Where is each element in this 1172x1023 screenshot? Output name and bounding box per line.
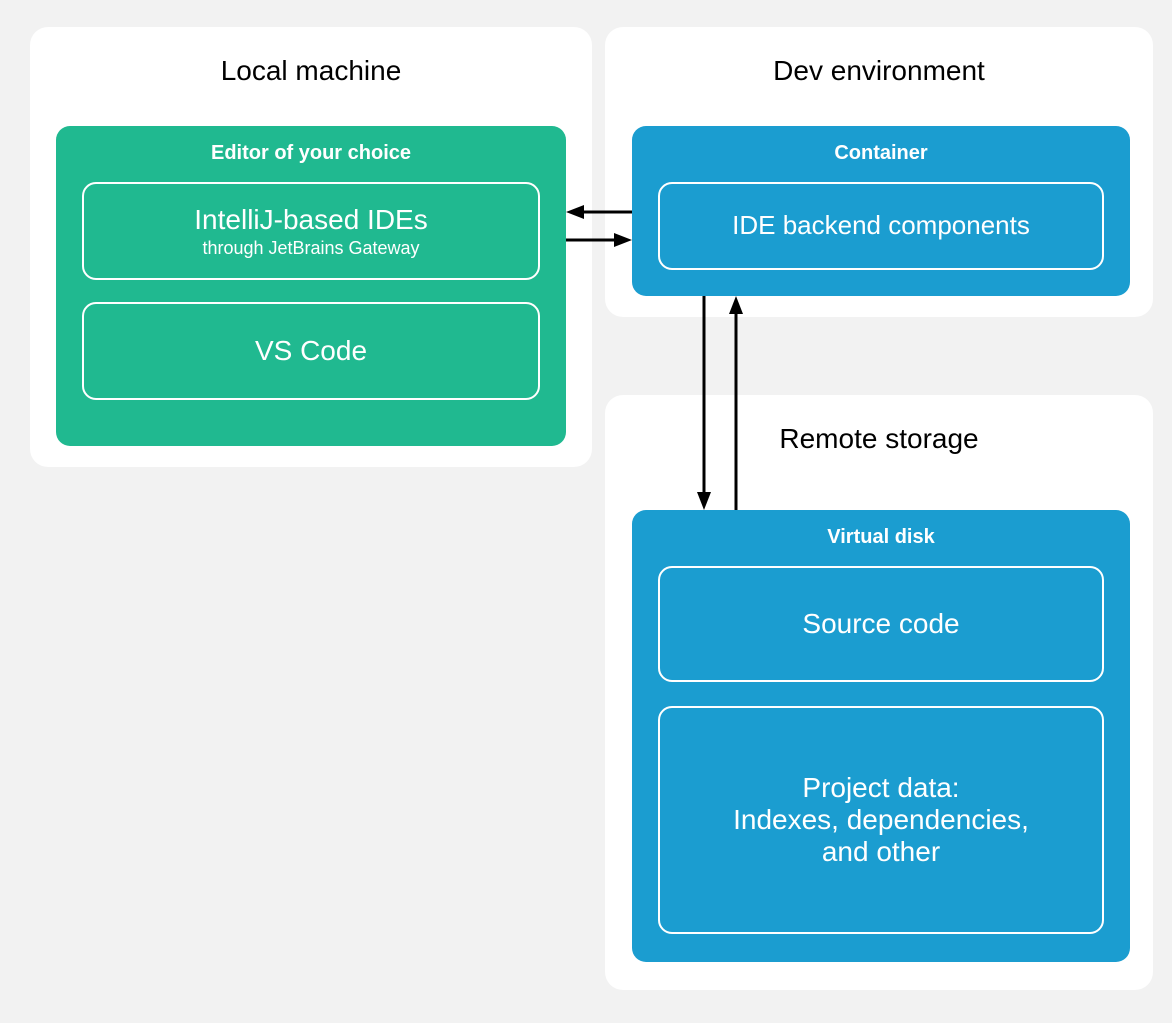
sub-vscode-line1: VS Code: [255, 335, 367, 367]
sub-intellij-line2: through JetBrains Gateway: [202, 238, 419, 259]
box-container: Container IDE backend components: [632, 126, 1130, 296]
sub-project-data: Project data: Indexes, dependencies, and…: [658, 706, 1104, 934]
panel-title-devenv: Dev environment: [605, 55, 1153, 87]
sub-intellij: IntelliJ-based IDEs through JetBrains Ga…: [82, 182, 540, 280]
sub-projectdata-line2: Indexes, dependencies,: [733, 804, 1029, 836]
box-title-vdisk: Virtual disk: [632, 526, 1130, 549]
box-virtual-disk: Virtual disk Source code Project data: I…: [632, 510, 1130, 962]
box-title-editor: Editor of your choice: [56, 142, 566, 165]
sub-intellij-line1: IntelliJ-based IDEs: [194, 204, 427, 236]
box-editor: Editor of your choice IntelliJ-based IDE…: [56, 126, 566, 446]
sub-source-code: Source code: [658, 566, 1104, 682]
sub-ide-backend: IDE backend components: [658, 182, 1104, 270]
panel-title-storage: Remote storage: [605, 423, 1153, 455]
sub-vscode: VS Code: [82, 302, 540, 400]
sub-ide-backend-line1: IDE backend components: [732, 211, 1030, 241]
sub-projectdata-line1: Project data:: [802, 772, 959, 804]
sub-source-line1: Source code: [802, 608, 959, 640]
sub-projectdata-line3: and other: [822, 836, 940, 868]
panel-title-local: Local machine: [30, 55, 592, 87]
diagram-canvas: Local machine Dev environment Remote sto…: [0, 0, 1172, 1023]
box-title-container: Container: [632, 142, 1130, 165]
